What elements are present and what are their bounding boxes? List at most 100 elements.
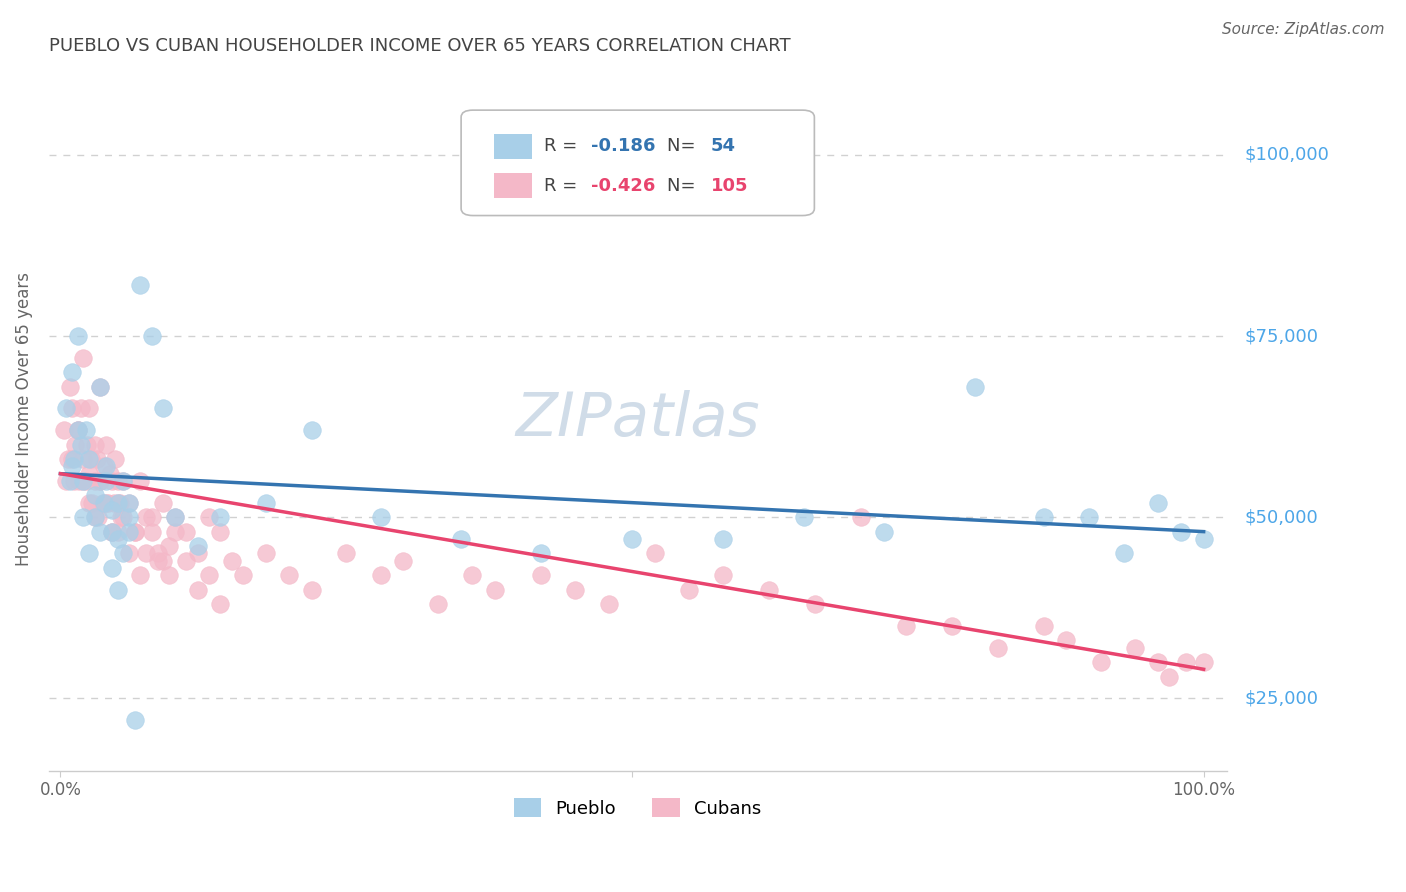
Point	[107, 474, 129, 488]
Point	[209, 510, 232, 524]
Point	[392, 553, 415, 567]
Point	[89, 474, 111, 488]
Point	[60, 452, 83, 467]
Point	[209, 524, 232, 539]
Point	[484, 582, 506, 597]
Point	[93, 496, 115, 510]
Point	[792, 510, 814, 524]
Point	[450, 532, 472, 546]
Point	[564, 582, 586, 597]
Text: N=: N=	[668, 137, 702, 155]
Point	[157, 539, 180, 553]
Point	[89, 380, 111, 394]
Text: Source: ZipAtlas.com: Source: ZipAtlas.com	[1222, 22, 1385, 37]
Point	[152, 496, 174, 510]
Point	[58, 452, 80, 467]
Point	[872, 524, 894, 539]
Point	[187, 546, 209, 560]
Point	[644, 546, 666, 560]
Point	[87, 510, 110, 524]
Point	[598, 597, 620, 611]
Point	[107, 496, 129, 510]
Point	[63, 452, 86, 467]
Point	[221, 553, 243, 567]
Point	[112, 546, 135, 560]
Point	[76, 438, 98, 452]
Point	[163, 510, 186, 524]
Point	[101, 524, 124, 539]
Point	[107, 524, 129, 539]
Point	[1032, 619, 1054, 633]
Point	[198, 568, 221, 582]
Point	[370, 510, 392, 524]
Point	[713, 568, 735, 582]
Point	[146, 553, 169, 567]
Point	[77, 401, 100, 416]
Point	[77, 546, 100, 560]
Point	[209, 597, 232, 611]
Point	[83, 510, 105, 524]
Point	[152, 401, 174, 416]
Point	[713, 532, 735, 546]
Point	[118, 496, 141, 510]
Point	[107, 532, 129, 546]
Point	[118, 510, 141, 524]
Point	[335, 546, 357, 560]
Point	[112, 474, 135, 488]
Point	[101, 503, 124, 517]
Point	[98, 467, 121, 481]
Text: -0.426: -0.426	[591, 177, 655, 194]
Point	[1032, 510, 1054, 524]
Point	[55, 401, 77, 416]
Point	[1159, 669, 1181, 683]
Point	[529, 568, 551, 582]
Point	[66, 423, 89, 437]
Point	[83, 438, 105, 452]
Point	[529, 546, 551, 560]
Text: R =: R =	[544, 177, 582, 194]
Point	[75, 474, 97, 488]
Point	[1090, 655, 1112, 669]
Point	[77, 452, 100, 467]
Point	[124, 524, 146, 539]
Point	[89, 524, 111, 539]
Point	[94, 438, 117, 452]
Point	[94, 496, 117, 510]
Point	[101, 561, 124, 575]
Text: 54: 54	[711, 137, 735, 155]
Point	[72, 474, 94, 488]
Point	[621, 532, 644, 546]
Point	[146, 546, 169, 560]
Point	[75, 423, 97, 437]
Point	[58, 380, 80, 394]
Point	[157, 568, 180, 582]
Point	[52, 423, 75, 437]
Text: $25,000: $25,000	[1244, 690, 1319, 707]
FancyBboxPatch shape	[494, 134, 531, 159]
Text: $100,000: $100,000	[1244, 146, 1329, 164]
Point	[112, 474, 135, 488]
Point	[72, 510, 94, 524]
Point	[118, 496, 141, 510]
Point	[1147, 655, 1170, 669]
Point	[89, 380, 111, 394]
Point	[60, 365, 83, 379]
Point	[174, 553, 197, 567]
Point	[94, 459, 117, 474]
Point	[187, 539, 209, 553]
Text: N=: N=	[668, 177, 702, 194]
Point	[141, 329, 163, 343]
Point	[141, 510, 163, 524]
Point	[70, 401, 93, 416]
Point	[63, 474, 86, 488]
Point	[198, 510, 221, 524]
Point	[110, 510, 132, 524]
Point	[1175, 655, 1198, 669]
Point	[163, 510, 186, 524]
Point	[1056, 633, 1078, 648]
Point	[66, 329, 89, 343]
Point	[107, 582, 129, 597]
Point	[83, 474, 105, 488]
Point	[77, 496, 100, 510]
Point	[72, 452, 94, 467]
